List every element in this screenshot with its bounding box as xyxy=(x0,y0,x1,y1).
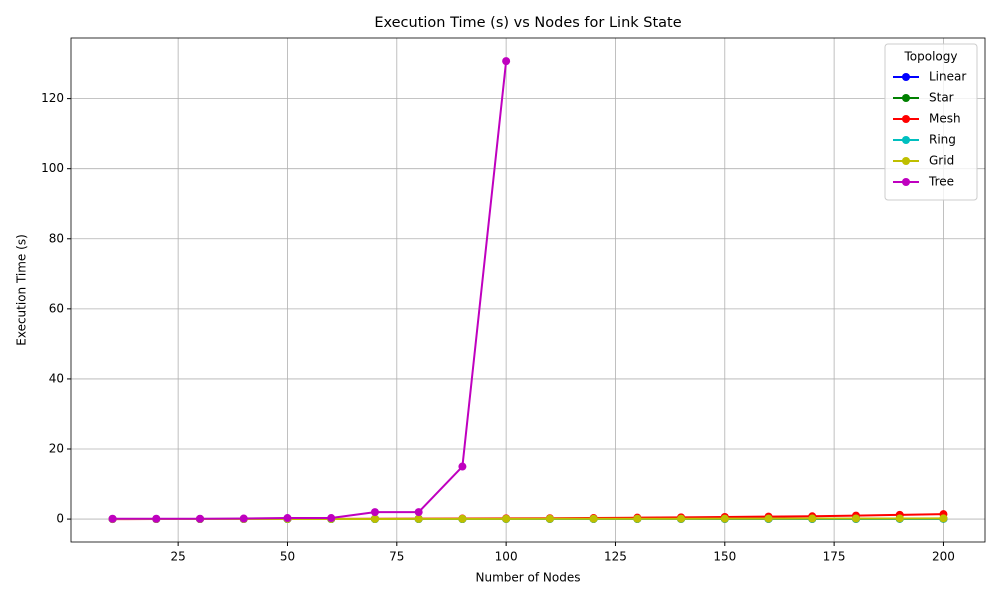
y-tick-label: 80 xyxy=(49,231,64,245)
y-axis-label: Execution Time (s) xyxy=(15,234,29,346)
legend-marker xyxy=(902,94,910,102)
data-point xyxy=(109,515,117,523)
legend-marker xyxy=(902,73,910,81)
data-point xyxy=(502,515,510,523)
data-point xyxy=(152,515,160,523)
data-point xyxy=(502,57,510,65)
x-tick-label: 75 xyxy=(389,550,404,564)
data-point xyxy=(546,515,554,523)
x-tick-label: 125 xyxy=(604,550,627,564)
x-axis-label: Number of Nodes xyxy=(476,571,581,585)
legend-label: Grid xyxy=(929,154,954,168)
y-tick-label: 40 xyxy=(49,371,64,385)
x-tick-label: 175 xyxy=(823,550,846,564)
y-tick-label: 0 xyxy=(56,512,64,526)
legend-label: Ring xyxy=(929,133,956,147)
data-point xyxy=(765,515,773,523)
legend-marker xyxy=(902,136,910,144)
data-point xyxy=(415,515,423,523)
legend-marker xyxy=(902,157,910,165)
legend-label: Tree xyxy=(928,175,954,189)
x-tick-label: 50 xyxy=(280,550,295,564)
data-point xyxy=(371,515,379,523)
x-tick-label: 150 xyxy=(713,550,736,564)
data-point xyxy=(283,514,291,522)
legend-title: Topology xyxy=(904,50,958,64)
y-tick-label: 60 xyxy=(49,301,64,315)
x-tick-label: 100 xyxy=(495,550,518,564)
legend-label: Linear xyxy=(929,70,966,84)
data-point xyxy=(458,463,466,471)
data-point xyxy=(633,515,641,523)
data-point xyxy=(677,515,685,523)
data-point xyxy=(240,515,248,523)
data-point xyxy=(371,508,379,516)
data-point xyxy=(196,515,204,523)
data-point xyxy=(896,514,904,522)
data-point xyxy=(808,515,816,523)
chart-title: Execution Time (s) vs Nodes for Link Sta… xyxy=(374,15,681,31)
data-point xyxy=(458,515,466,523)
data-point xyxy=(327,514,335,522)
legend-marker xyxy=(902,178,910,186)
y-tick-label: 120 xyxy=(41,91,64,105)
y-tick-label: 100 xyxy=(41,161,64,175)
data-point xyxy=(415,508,423,516)
legend-marker xyxy=(902,115,910,123)
y-tick-label: 20 xyxy=(49,442,64,456)
data-point xyxy=(852,514,860,522)
x-tick-label: 200 xyxy=(932,550,955,564)
x-tick-label: 25 xyxy=(171,550,186,564)
data-point xyxy=(590,515,598,523)
legend-label: Mesh xyxy=(929,112,961,126)
data-point xyxy=(721,515,729,523)
legend-label: Star xyxy=(929,91,954,105)
data-point xyxy=(939,514,947,522)
